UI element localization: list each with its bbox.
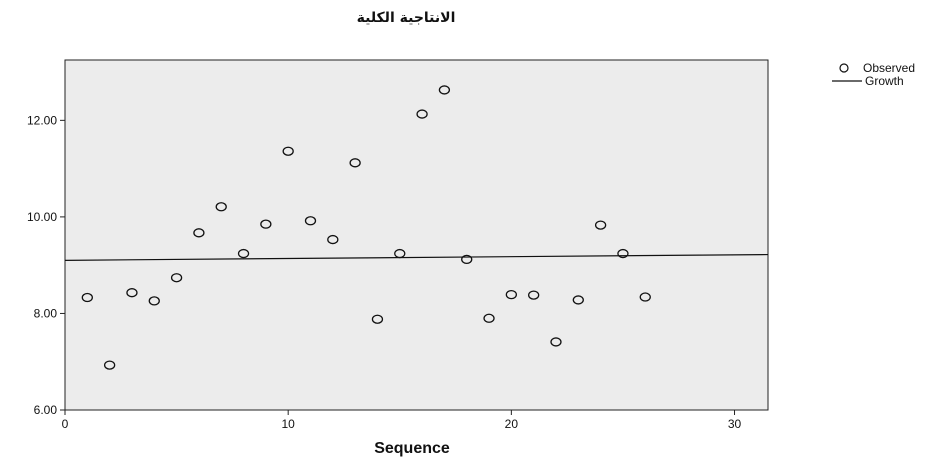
observed-point <box>327 234 339 245</box>
x-tick-label: 30 <box>728 417 742 431</box>
x-tick-label: 0 <box>62 417 69 431</box>
x-tick-label: 20 <box>505 417 519 431</box>
observed-point <box>282 146 294 156</box>
observed-point <box>215 202 227 212</box>
observed-point <box>461 254 473 265</box>
x-axis-title: Sequence <box>374 440 450 457</box>
observed-point <box>304 216 317 226</box>
observed-point <box>81 292 93 303</box>
observed-point <box>505 289 517 300</box>
observed-point <box>193 228 205 238</box>
y-tick-label: 6.00 <box>34 403 58 417</box>
observed-point <box>103 360 116 370</box>
legend-observed-marker <box>839 63 849 73</box>
observed-point <box>617 248 629 259</box>
legend-observed-label: Observed <box>863 61 915 75</box>
observed-point <box>126 288 138 298</box>
observed-point <box>349 158 361 168</box>
x-axis: 0 10 20 30 <box>62 410 742 431</box>
observed-point <box>260 219 272 229</box>
observed-point <box>639 292 651 302</box>
plot-area <box>64 59 769 411</box>
growth-fit-line <box>64 253 769 261</box>
chart-title: الانتاجية الكلية <box>357 10 456 26</box>
observed-point <box>237 248 250 259</box>
series-layer <box>64 85 769 370</box>
observed-point <box>394 248 406 259</box>
legend: Observed Growth <box>832 61 915 88</box>
observed-point <box>594 220 607 230</box>
observed-point <box>528 290 540 300</box>
observed-point <box>438 85 451 95</box>
observed-point <box>572 295 584 305</box>
observed-point <box>483 313 495 323</box>
observed-point <box>148 296 160 306</box>
legend-growth-label: Growth <box>865 74 904 88</box>
y-tick-label: 12.00 <box>27 113 57 127</box>
x-tick-label: 10 <box>281 417 295 431</box>
y-axis: 6.00 8.00 10.00 12.00 <box>27 113 65 417</box>
observed-point <box>371 314 384 324</box>
observed-point <box>416 109 428 119</box>
y-tick-label: 8.00 <box>34 306 58 320</box>
y-tick-label: 10.00 <box>27 210 57 224</box>
observed-point <box>170 273 183 283</box>
observed-point <box>550 337 562 347</box>
